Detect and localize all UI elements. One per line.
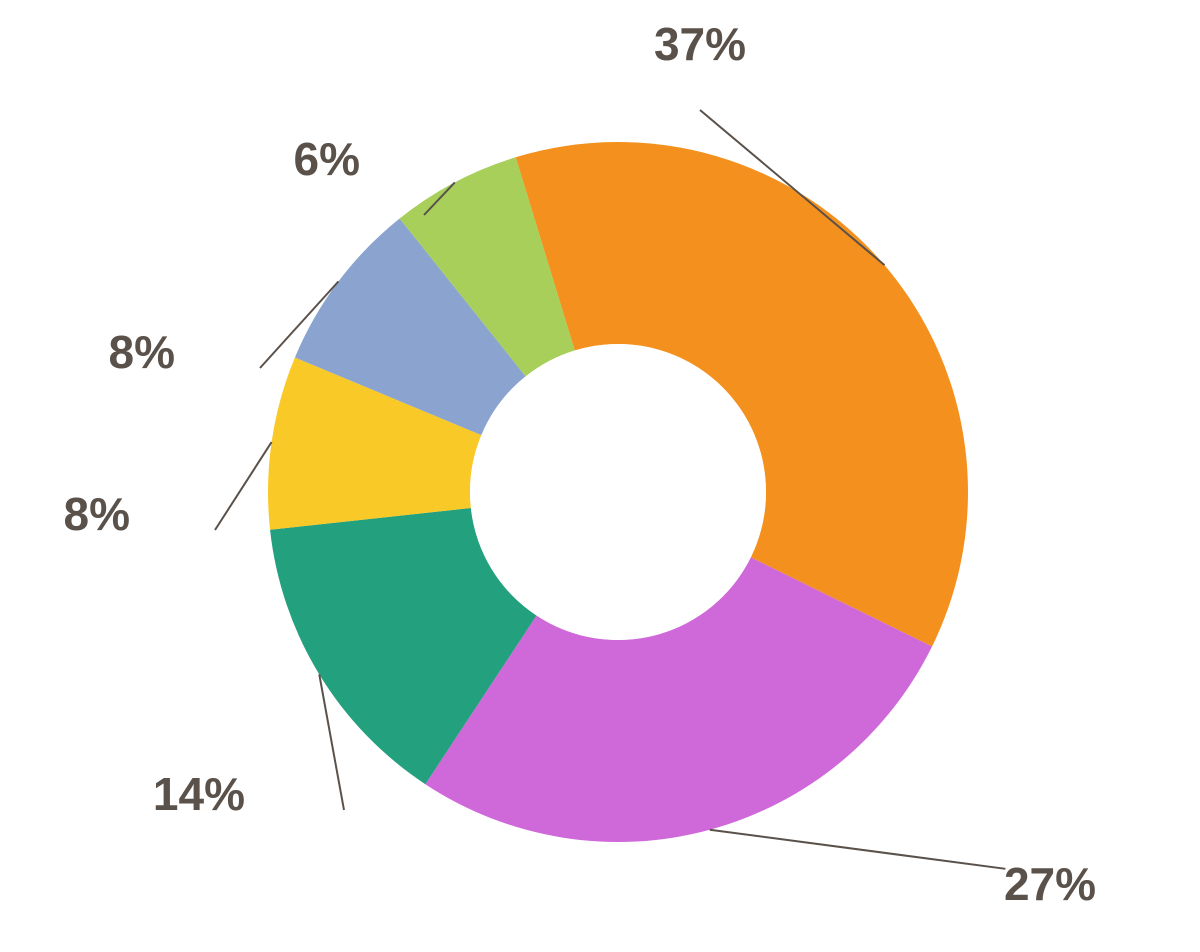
slice-label: 8% xyxy=(109,326,175,378)
donut-chart: 37% 27% 14% 8% 8% 6% xyxy=(0,0,1200,952)
slice-label: 14% xyxy=(153,768,245,820)
slice-label: 6% xyxy=(294,133,360,185)
slice-label: 8% xyxy=(64,488,130,540)
slice-label: 37% xyxy=(654,18,746,70)
slice-label: 27% xyxy=(1004,858,1096,910)
